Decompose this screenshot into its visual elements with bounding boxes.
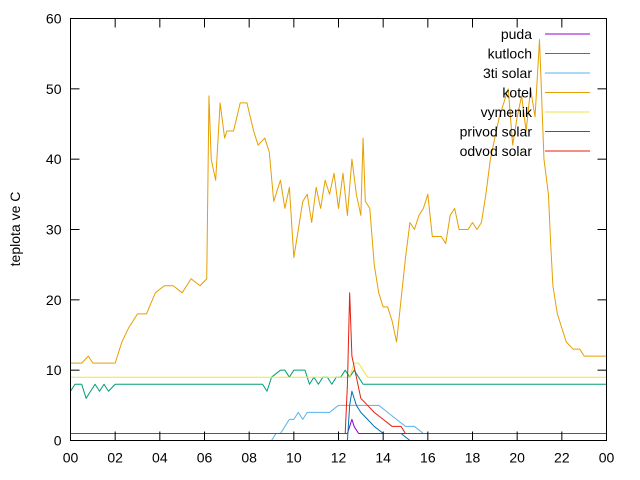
- series-line-puda: [70, 418, 607, 434]
- plot-frame: [70, 18, 607, 441]
- series-line-kutloch: [70, 369, 607, 399]
- legend-label: 3ti solar: [483, 65, 532, 81]
- y-tick-label: 60: [46, 11, 62, 27]
- x-tick-label: 10: [286, 450, 302, 466]
- y-tick-label: 50: [46, 81, 62, 97]
- series-line-vymenik: [70, 362, 607, 378]
- y-tick-label: 30: [46, 222, 62, 238]
- x-tick-label: 08: [241, 450, 257, 466]
- x-tick-label: 14: [375, 450, 391, 466]
- x-tick-label: 20: [509, 450, 525, 466]
- x-tick-label: 00: [599, 450, 615, 466]
- x-tick-label: 00: [63, 450, 79, 466]
- x-tick-label: 02: [107, 450, 123, 466]
- y-tick-label: 40: [46, 151, 62, 167]
- series-line-privod-solar: [70, 390, 607, 441]
- y-tick-label: 20: [46, 292, 62, 308]
- legend-label: puda: [501, 26, 532, 42]
- x-tick-label: 22: [554, 450, 570, 466]
- legend-label: vymenik: [481, 104, 533, 120]
- legend-label: privod solar: [460, 124, 533, 140]
- y-tick-label: 0: [54, 433, 62, 449]
- y-axis-label: teplota ve C: [7, 192, 23, 267]
- x-tick-label: 06: [197, 450, 213, 466]
- series-line-3ti-solar: [70, 404, 607, 441]
- legend: puda kutloch 3ti solar kotel vymenik privod s…: [460, 26, 590, 159]
- y-tick-label: 10: [46, 362, 62, 378]
- x-tick-label: 18: [465, 450, 481, 466]
- series-line-odvod-solar: [70, 292, 607, 434]
- x-tick-label: 16: [420, 450, 436, 466]
- legend-label: kotel: [502, 85, 532, 101]
- series-line-kotel: [70, 39, 607, 364]
- legend-label: kutloch: [488, 46, 532, 62]
- plot-area: [70, 39, 607, 441]
- x-tick-label: 04: [152, 450, 168, 466]
- x-tick-label: 12: [331, 450, 347, 466]
- legend-label: odvod solar: [460, 143, 533, 159]
